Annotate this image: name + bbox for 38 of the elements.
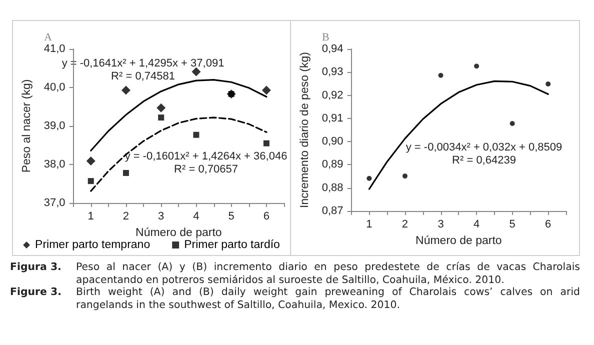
x-tick-label: 3 xyxy=(158,210,164,222)
legend-label: Primer parto temprano xyxy=(35,239,150,251)
y-tick-label: 0,88 xyxy=(322,182,344,194)
x-tick-label: 2 xyxy=(402,218,408,230)
x-tick-label: 6 xyxy=(263,210,270,222)
annotation: y = -0,0034x² + 0,032x + 0,8509 R² = 0,64239 xyxy=(406,142,562,166)
x-axis-title: Número de parto xyxy=(416,235,502,247)
y-tick-label: 0,92 xyxy=(322,89,344,102)
x-tick-label: 4 xyxy=(473,218,480,230)
x-tick-label: 5 xyxy=(509,218,516,230)
x-tick-label: 1 xyxy=(88,210,94,222)
y-tick-label: 0,94 xyxy=(322,43,344,55)
y-tick-label: 0,89 xyxy=(322,158,344,171)
y-tick-label: 39,0 xyxy=(44,120,66,132)
chart-title: B xyxy=(322,32,330,44)
y-axis-title: Peso al nacer (kg) xyxy=(21,79,33,173)
y-tick-label: 40,0 xyxy=(44,82,66,94)
y-tick-label: 0,87 xyxy=(322,205,344,217)
y-tick-label: 41,0 xyxy=(44,43,66,55)
x-tick-label: 4 xyxy=(193,210,200,222)
legend-label: Primer parto tardío xyxy=(184,239,280,251)
y-tick-label: 0,90 xyxy=(322,136,344,148)
y-tick-label: 0,93 xyxy=(322,66,344,78)
text: Peso al nacer (A) y (B) incremento diario en peso predestete de crías de vacas Charolais apacentando en potreros semiáridos al suroeste de Saltillo, Coahuila, México. 2010. xyxy=(76,262,580,287)
x-tick-label: 5 xyxy=(228,210,234,222)
x-tick-label: 3 xyxy=(438,218,444,230)
x-tick-label: 2 xyxy=(122,210,130,222)
x-tick-label: 1 xyxy=(366,218,372,230)
x-tick-label: 6 xyxy=(545,218,552,230)
x-axis-title: Número de parto xyxy=(136,226,222,239)
chart-title: A xyxy=(44,32,52,44)
y-tick-label: 38,0 xyxy=(44,158,66,170)
y-axis-title: Incremento diario de peso (kg) xyxy=(299,52,311,208)
caption: Figure 3. xyxy=(10,287,62,300)
text: Figura 3. xyxy=(10,262,62,275)
text: Birth weight (A) and (B) daily weight gain preweaning of Charolais cows’ calves on arid rangelands in the southwest of Saltillo, Coahuila, Mexico. 2010. xyxy=(76,287,580,312)
y-tick-label: 37,0 xyxy=(44,197,66,209)
y-tick-label: 0,91 xyxy=(322,112,344,124)
